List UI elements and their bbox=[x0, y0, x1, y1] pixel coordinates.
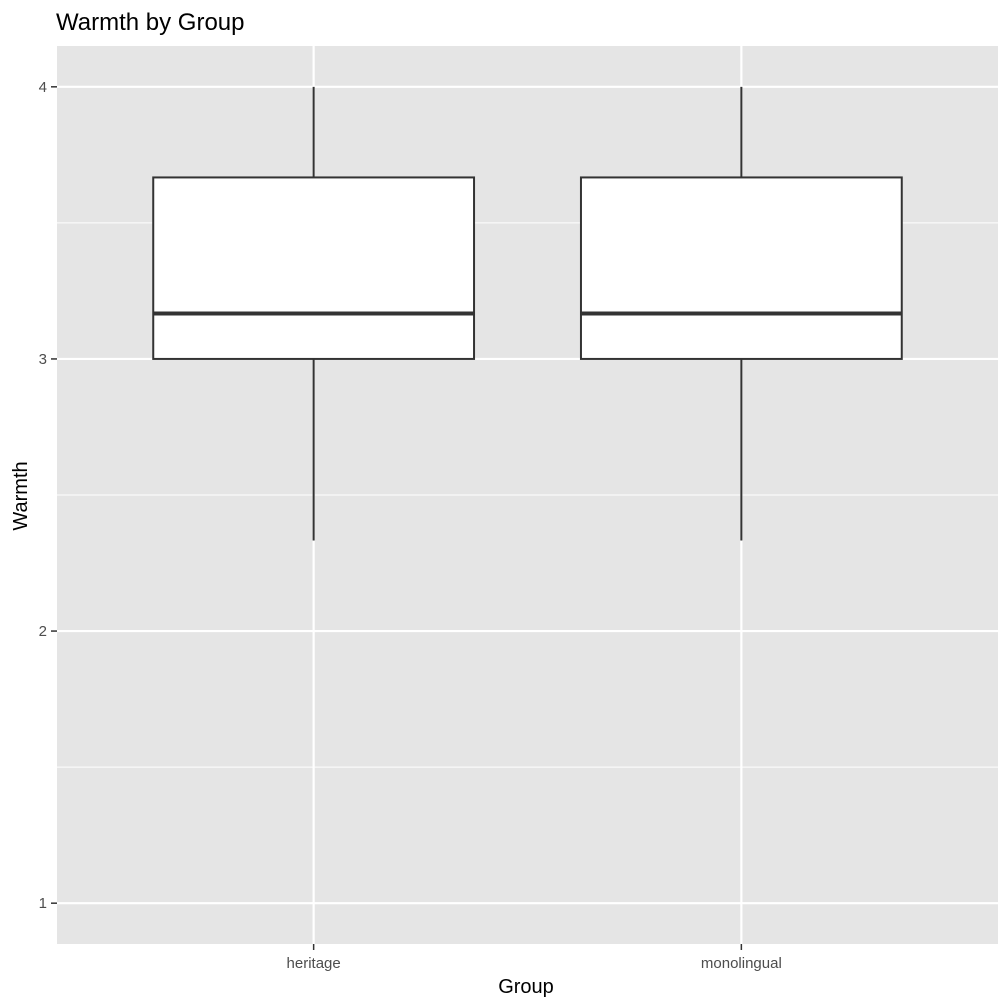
chart-title: Warmth by Group bbox=[56, 9, 245, 36]
box-iqr bbox=[579, 176, 903, 360]
box-iqr bbox=[152, 176, 476, 360]
box-heritage bbox=[152, 86, 476, 541]
x-axis: heritage monolingual bbox=[287, 944, 782, 972]
y-tick-label: 3 bbox=[39, 351, 47, 368]
y-tick-label: 1 bbox=[39, 895, 47, 912]
x-axis-title: Group bbox=[498, 976, 554, 998]
x-tick-label: monolingual bbox=[701, 955, 782, 972]
y-axis-title: Warmth bbox=[10, 461, 32, 530]
box-monolingual bbox=[579, 86, 903, 541]
y-tick-label: 2 bbox=[39, 623, 47, 640]
y-tick-label: 4 bbox=[39, 79, 47, 96]
boxplot-layer bbox=[152, 86, 903, 541]
x-tick-label: heritage bbox=[287, 955, 341, 972]
y-axis: 1 2 3 4 bbox=[39, 79, 57, 912]
